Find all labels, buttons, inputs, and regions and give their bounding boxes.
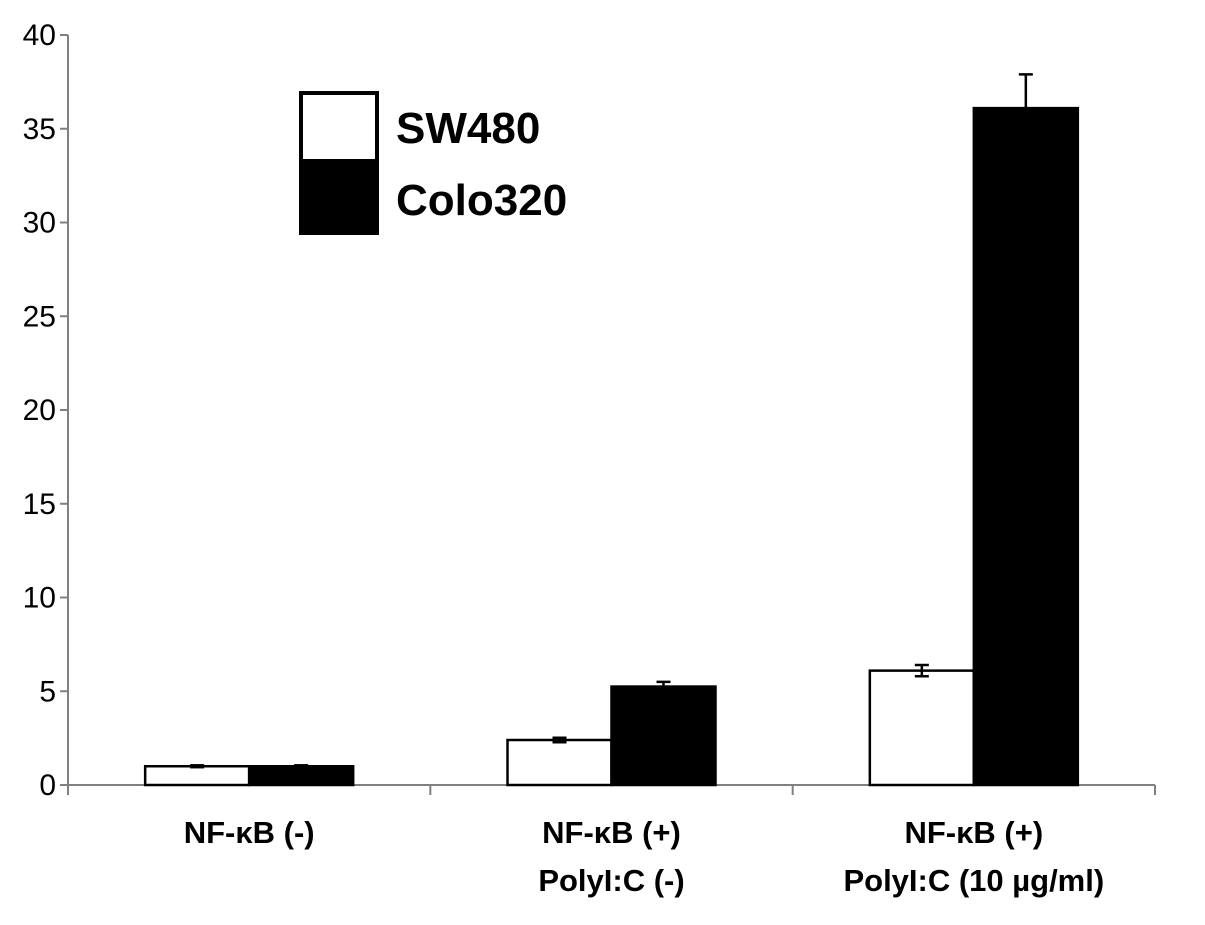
chart-bars (143, 106, 1080, 787)
y-tick-label: 30 (23, 207, 56, 240)
y-tick-label: 25 (23, 300, 56, 333)
bar-sw480-0 (143, 765, 251, 787)
x-category-label: NF-κB (+) (904, 815, 1043, 850)
x-category-label: NF-κB (-) (184, 815, 315, 850)
y-tick-label: 15 (23, 488, 56, 521)
legend-label-sw480: SW480 (396, 104, 540, 153)
y-axis-ticks: 0 5 10 15 20 25 30 35 40 (23, 19, 68, 802)
y-tick-label: 5 (39, 675, 56, 708)
y-tick-label: 20 (23, 394, 56, 427)
bar-sw480-1 (506, 738, 613, 787)
legend-swatch-colo320 (299, 163, 379, 235)
x-category-label: NF-κB (+) (542, 815, 681, 850)
x-category-label: PolyI:C (-) (538, 863, 684, 898)
y-tick-label: 10 (23, 582, 56, 615)
bar-colo320-1 (610, 685, 717, 787)
bar-colo320-2 (972, 106, 1080, 787)
legend-label-colo320: Colo320 (396, 176, 567, 225)
y-tick-label: 0 (39, 769, 56, 802)
bar-colo320-0 (247, 765, 355, 787)
chart-error-bars (190, 73, 1033, 769)
bar-sw480-2 (868, 669, 976, 787)
y-tick-label: 40 (23, 19, 56, 52)
x-category-label: PolyI:C (10 µg/ml) (843, 863, 1104, 898)
chart-legend: SW480 Colo320 (299, 91, 567, 235)
y-tick-label: 35 (23, 113, 56, 146)
x-axis-category-labels: NF-κB (-) NF-κB (+) PolyI:C (-) NF-κB (+) Po… (184, 815, 1104, 898)
legend-swatch-sw480 (299, 91, 379, 163)
